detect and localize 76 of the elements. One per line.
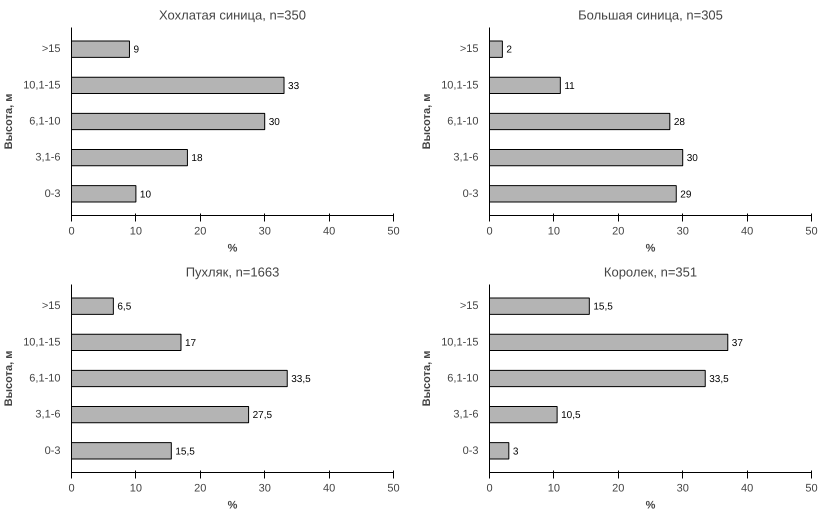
chart-title: Королек, n=351: [604, 264, 698, 280]
data-label: 6,5: [117, 302, 132, 313]
x-tick-label: 10: [548, 482, 560, 494]
x-tick-label: 40: [740, 226, 754, 238]
x-tick-label: 10: [548, 226, 560, 238]
data-label: 30: [686, 153, 698, 164]
x-axis-title: %: [646, 242, 656, 254]
x-tick-label: 50: [387, 226, 400, 238]
y-tick-label: 10,1-15: [23, 79, 61, 92]
x-tick-label: 30: [676, 482, 689, 494]
x-tick-label: 30: [258, 482, 271, 494]
x-tick-label: 0: [68, 226, 75, 238]
data-label: 9: [133, 44, 140, 56]
data-label: 18: [191, 153, 203, 164]
data-label: 33,5: [709, 374, 730, 385]
y-tick-label: 0-3: [44, 444, 61, 457]
data-label: 15,5: [593, 302, 614, 313]
x-axis-title: %: [228, 500, 238, 512]
y-tick-label: 6,1-10: [447, 372, 479, 384]
y-tick-label: 6,1-10: [29, 372, 61, 384]
chart-title: Пухляк, n=1663: [186, 264, 280, 280]
data-label: 30: [268, 117, 280, 128]
chart-title: Большая синица, n=305: [578, 8, 723, 22]
x-tick-label: 40: [740, 482, 754, 494]
x-tick-label: 50: [805, 482, 818, 494]
y-tick-label: 0-3: [462, 188, 479, 200]
data-label: 27,5: [252, 410, 272, 422]
y-tick-label: >15: [460, 43, 479, 56]
x-tick-label: 10: [130, 226, 142, 238]
y-tick-label: 10,1-15: [23, 336, 61, 348]
data-label: 2: [506, 44, 512, 56]
data-label: 10: [140, 189, 152, 200]
x-tick-label: 20: [612, 226, 624, 238]
x-tick-label: 40: [322, 482, 336, 494]
y-axis-title: Высота, м: [421, 350, 434, 406]
x-tick-label: 0: [486, 226, 493, 238]
x-axis-title: %: [228, 242, 238, 254]
data-label: 15,5: [175, 446, 196, 458]
y-tick-label: 0-3: [462, 444, 479, 457]
x-tick-label: 20: [194, 482, 206, 494]
x-tick-label: 30: [258, 226, 271, 238]
y-tick-label: 3,1-6: [453, 152, 479, 164]
y-tick-label: 10,1-15: [441, 79, 479, 92]
y-tick-label: 0-3: [44, 188, 61, 200]
x-tick-label: 50: [387, 482, 400, 494]
x-tick-label: 20: [194, 226, 206, 238]
y-tick-label: 3,1-6: [35, 408, 61, 421]
y-tick-label: 3,1-6: [35, 152, 61, 164]
data-label: 17: [184, 338, 197, 349]
data-label: 37: [732, 338, 744, 349]
y-tick-label: >15: [460, 300, 479, 312]
y-axis-title: Высота, м: [421, 94, 434, 150]
data-label: 33: [288, 80, 300, 92]
y-axis-title: Высота, м: [3, 94, 16, 150]
x-tick-label: 50: [805, 226, 818, 238]
data-label: 33,5: [291, 374, 312, 385]
y-tick-label: 3,1-6: [453, 408, 479, 421]
data-label: 29: [680, 189, 692, 200]
x-tick-label: 0: [68, 482, 75, 494]
data-label: 11: [564, 80, 576, 92]
data-label: 10,5: [561, 410, 582, 422]
x-tick-label: 20: [612, 482, 624, 494]
y-tick-label: 6,1-10: [29, 116, 61, 128]
x-tick-label: 10: [130, 482, 142, 494]
x-tick-label: 40: [322, 226, 336, 238]
x-axis-title: %: [646, 500, 656, 512]
y-tick-label: 6,1-10: [447, 116, 479, 128]
chart-title: Хохлатая синица, n=350: [159, 8, 306, 22]
x-tick-label: 0: [486, 482, 493, 494]
x-tick-label: 30: [676, 226, 689, 238]
y-tick-label: 10,1-15: [441, 336, 479, 348]
y-tick-label: >15: [42, 300, 61, 312]
y-axis-title: Высота, м: [3, 350, 16, 406]
data-label: 28: [674, 117, 686, 128]
y-tick-label: >15: [42, 43, 61, 56]
data-label: 3: [512, 446, 519, 458]
